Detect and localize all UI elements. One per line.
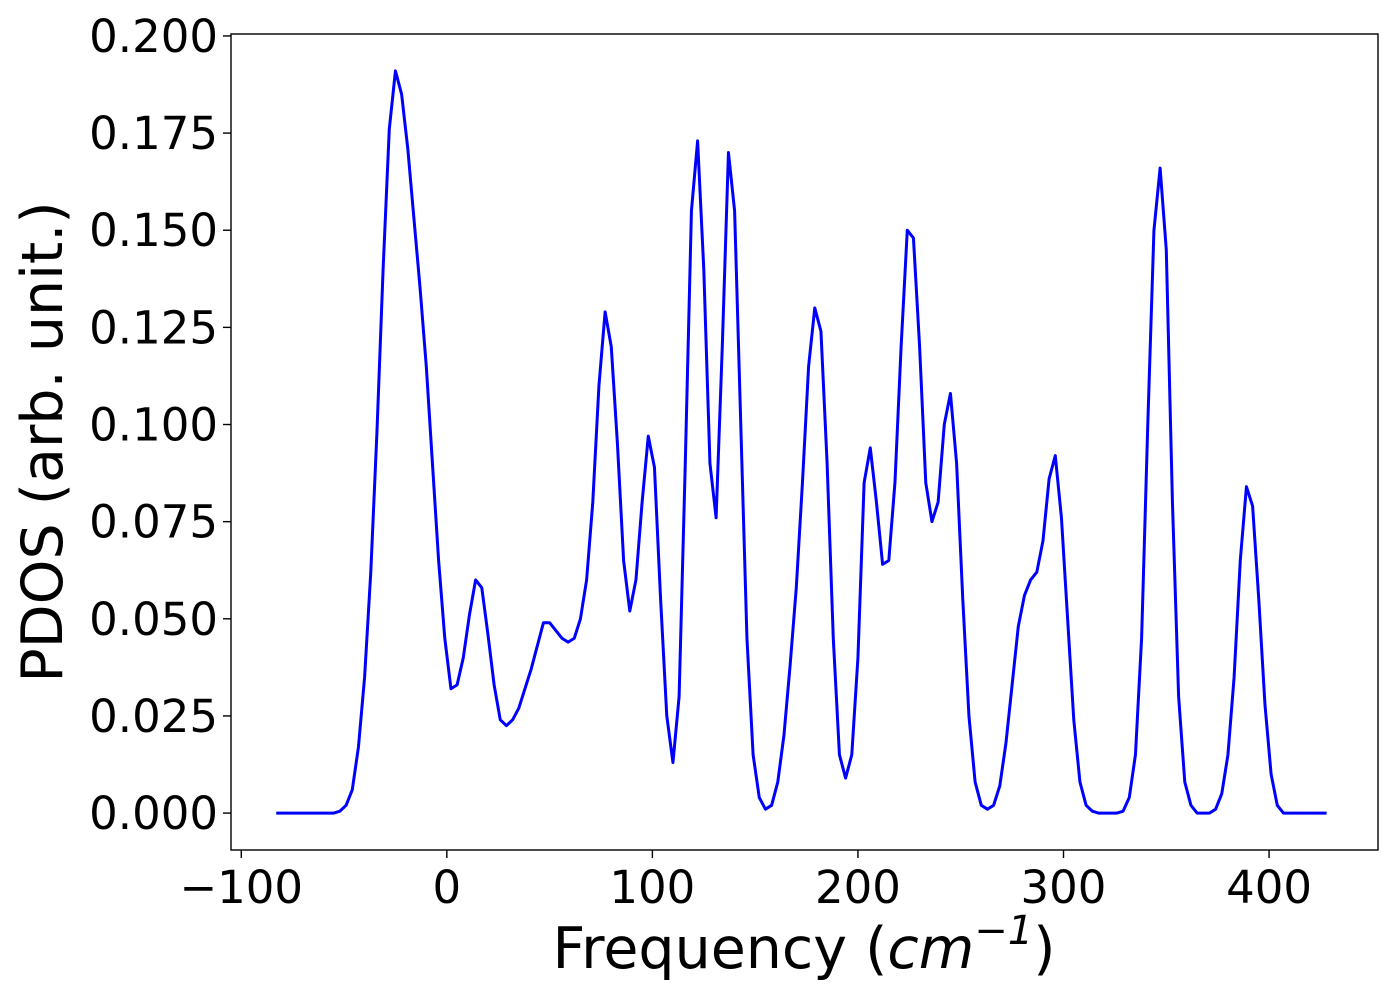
y-tick-label: 0.050	[89, 593, 218, 646]
x-tick-label: −100	[179, 861, 303, 914]
x-tick-label: 400	[1226, 861, 1312, 914]
x-tick-label: 0	[433, 861, 462, 914]
y-axis: 0.000 0.025 0.050 0.075 0.100 0.125 0.150 0.175…	[89, 10, 231, 840]
series-layer	[276, 69, 1327, 815]
x-axis: −100 0 100 200 300 400	[179, 850, 1312, 914]
y-tick-label: 0.125	[89, 301, 218, 354]
x-axis-title: Frequency (cm−1)	[553, 908, 1056, 982]
y-tick-label: 0.200	[89, 10, 218, 63]
x-tick-label: 300	[1021, 861, 1107, 914]
y-tick-label: 0.150	[89, 204, 218, 257]
x-tick-label: 200	[815, 861, 901, 914]
y-tick-label: 0.075	[89, 496, 218, 549]
y-tick-label: 0.175	[89, 107, 218, 160]
x-tick-label: 100	[609, 861, 695, 914]
y-tick-label: 0.000	[89, 787, 218, 840]
y-axis-title: PDOS (arb. unit.)	[10, 201, 76, 682]
plot-frame	[230, 33, 1379, 851]
y-tick-label: 0.025	[89, 690, 218, 743]
pdos-line	[276, 69, 1327, 815]
y-tick-label: 0.100	[89, 399, 218, 452]
